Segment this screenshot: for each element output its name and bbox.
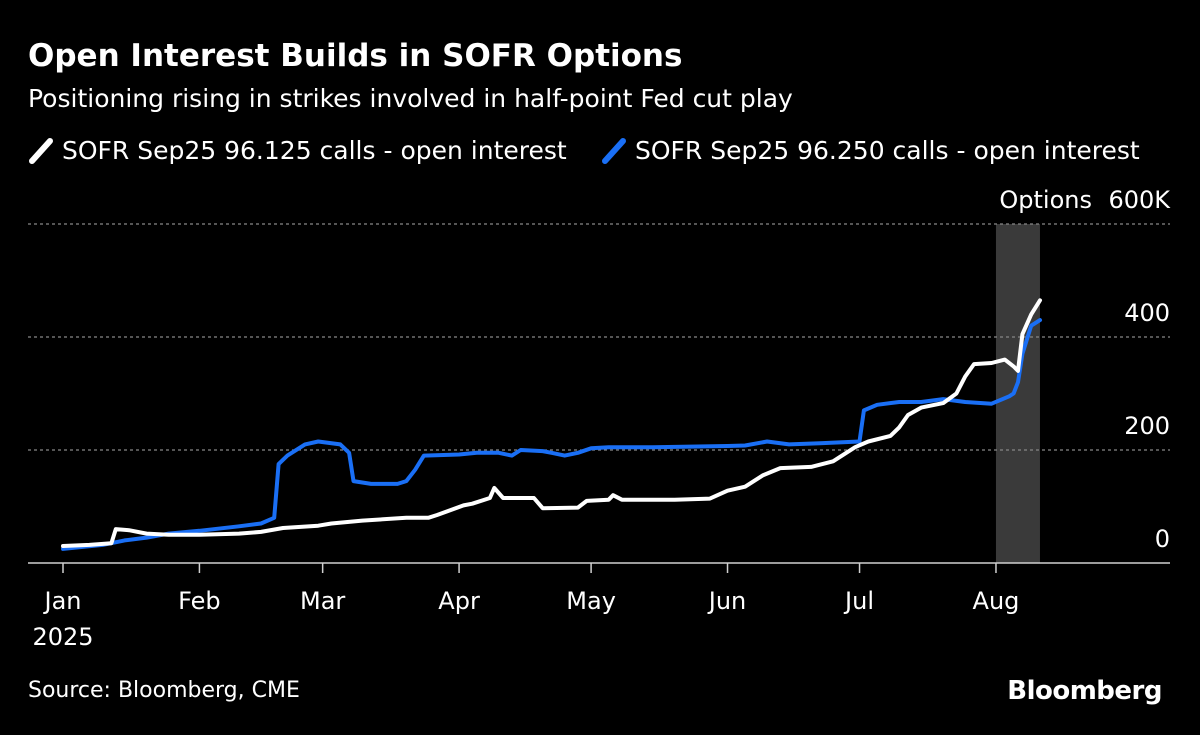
x-tick-label-6: Jul (843, 587, 874, 615)
x-tick-label-3: Apr (438, 587, 480, 615)
highlight-band (995, 224, 1040, 563)
source-note: Source: Bloomberg, CME (28, 678, 300, 703)
legend-label-96125: SOFR Sep25 96.125 calls - open interest (62, 136, 567, 165)
y-tick-label-400: 400 (1124, 299, 1170, 327)
series-line-1 (61, 318, 1042, 551)
legend-item-96250: SOFR Sep25 96.250 calls - open interest (601, 136, 1140, 165)
legend-swatch-blue (602, 137, 626, 164)
legend-item-96125: SOFR Sep25 96.125 calls - open interest (28, 136, 567, 165)
series-line-0 (61, 298, 1042, 548)
legend-swatch-white (29, 137, 53, 164)
x-tick-label-1: Feb (178, 587, 221, 615)
x-tick-sublabel-0: 2025 (32, 623, 93, 651)
x-tick-label-0: Jan (43, 587, 82, 615)
y-tick-label-200: 200 (1124, 412, 1170, 440)
legend-label-96250: SOFR Sep25 96.250 calls - open interest (635, 136, 1140, 165)
chart-subtitle: Positioning rising in strikes involved i… (28, 84, 793, 113)
y-tick-label-0: 0 (1155, 525, 1170, 553)
bloomberg-logo: Bloomberg (1007, 676, 1162, 706)
y-unit-label: Options (999, 186, 1092, 214)
x-tick-label-2: Mar (300, 587, 345, 615)
x-tick-label-7: Aug (973, 587, 1020, 615)
x-tick-label-4: May (566, 587, 616, 615)
x-tick-label-5: Jun (707, 587, 747, 615)
chart-title: Open Interest Builds in SOFR Options (28, 38, 683, 74)
y-tick-label-600: 600K (1108, 186, 1171, 214)
